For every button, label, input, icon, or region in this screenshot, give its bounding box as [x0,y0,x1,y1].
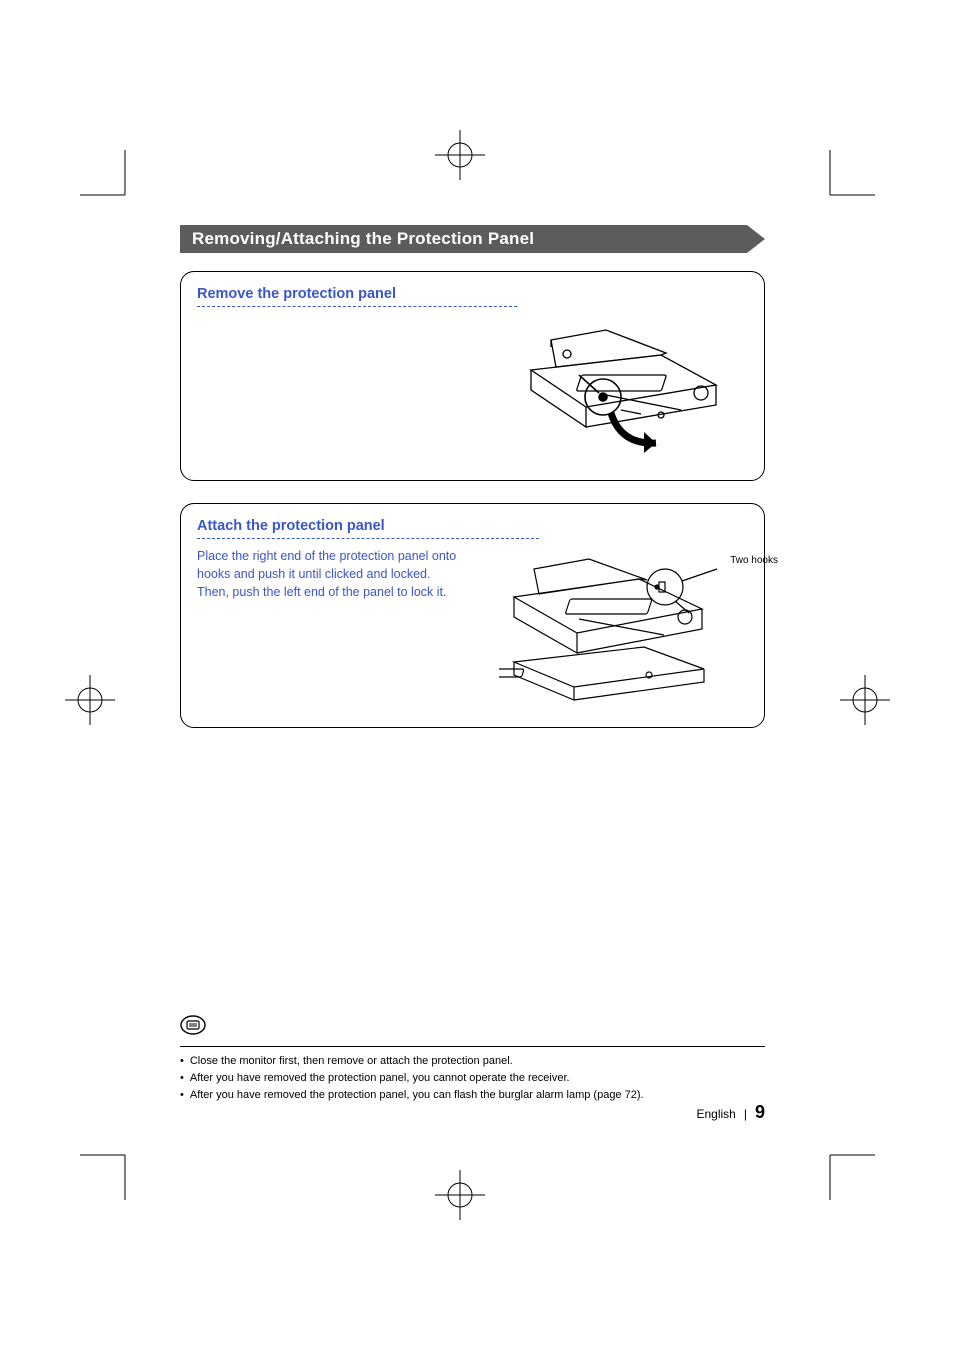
remove-panel: Remove the protection panel [180,271,765,481]
attach-panel: Attach the protection panel Place the ri… [180,503,765,728]
section-title: Removing/Attaching the Protection Panel [180,225,747,253]
crop-mark-top-right [815,150,875,210]
notes-rule [180,1046,765,1047]
footer-page-number: 9 [755,1102,765,1123]
notes-list: Close the monitor first, then remove or … [180,1053,765,1104]
registration-mark-left [60,670,120,730]
attach-instr-line1: Place the right end of the protection pa… [197,549,456,581]
section-header-arrow [747,225,765,253]
remove-panel-title: Remove the protection panel [197,286,517,307]
notes-block: Close the monitor first, then remove or … [180,1015,765,1104]
content-area: Removing/Attaching the Protection Panel … [180,225,765,750]
footer: English | 9 [180,1102,765,1123]
crop-mark-bottom-right [815,1140,875,1200]
attach-instructions: Place the right end of the protection pa… [197,547,477,707]
attach-instr-line2: Then, push the left end of the panel to … [197,585,446,599]
registration-mark-right [835,670,895,730]
two-hooks-label: Two hooks [730,555,778,566]
attach-diagram: Two hooks [489,547,748,707]
crop-mark-bottom-left [80,1140,140,1200]
section-header: Removing/Attaching the Protection Panel [180,225,765,253]
registration-mark-bottom [430,1165,490,1225]
note-item: Close the monitor first, then remove or … [180,1053,765,1070]
footer-language: English [697,1107,736,1121]
note-item: After you have removed the protection pa… [180,1070,765,1087]
notes-icon [180,1015,765,1040]
crop-mark-top-left [80,150,140,210]
page-root: Removing/Attaching the Protection Panel … [0,0,954,1350]
registration-mark-top [430,125,490,185]
attach-panel-title: Attach the protection panel [197,518,539,539]
remove-diagram [489,315,748,460]
footer-divider: | [744,1107,747,1121]
